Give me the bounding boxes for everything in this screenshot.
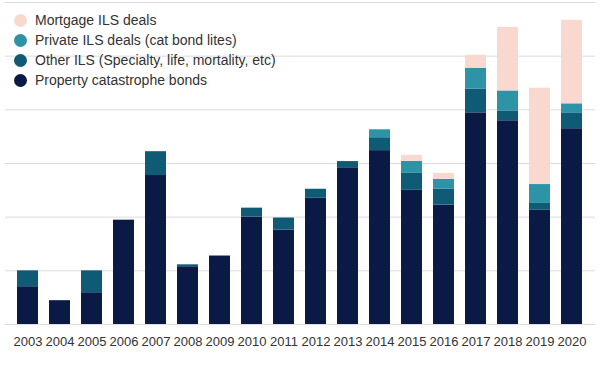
svg-text:2020: 2020 <box>558 334 587 349</box>
svg-text:2019: 2019 <box>526 334 555 349</box>
html-text:Private ILS deals (cat bond li: Private ILS deals (cat bond lites) <box>35 32 237 48</box>
svg-text:2006: 2006 <box>110 334 139 349</box>
svg-text:2013: 2013 <box>334 334 363 349</box>
svg-text:2017: 2017 <box>462 334 491 349</box>
svg-text:2018: 2018 <box>494 334 523 349</box>
html-text:Mortgage ILS deals: Mortgage ILS deals <box>35 12 157 28</box>
svg-text:2009: 2009 <box>206 334 235 349</box>
html-text:Other ILS (Specialty, life, mo: Other ILS (Specialty, life, mortality, e… <box>35 52 276 68</box>
svg-text:2003: 2003 <box>14 334 43 349</box>
svg-text:2014: 2014 <box>366 334 395 349</box>
html-text:Property catastrophe bonds: Property catastrophe bonds <box>35 72 207 88</box>
svg-text:2007: 2007 <box>142 334 171 349</box>
svg-text:2012: 2012 <box>302 334 331 349</box>
svg-text:2011: 2011 <box>270 334 298 349</box>
svg-text:2004: 2004 <box>46 334 75 349</box>
svg-text:2010: 2010 <box>238 334 267 349</box>
svg-text:2005: 2005 <box>78 334 107 349</box>
svg-text:2015: 2015 <box>398 334 427 349</box>
svg-text:2008: 2008 <box>174 334 203 349</box>
svg-text:2016: 2016 <box>430 334 459 349</box>
